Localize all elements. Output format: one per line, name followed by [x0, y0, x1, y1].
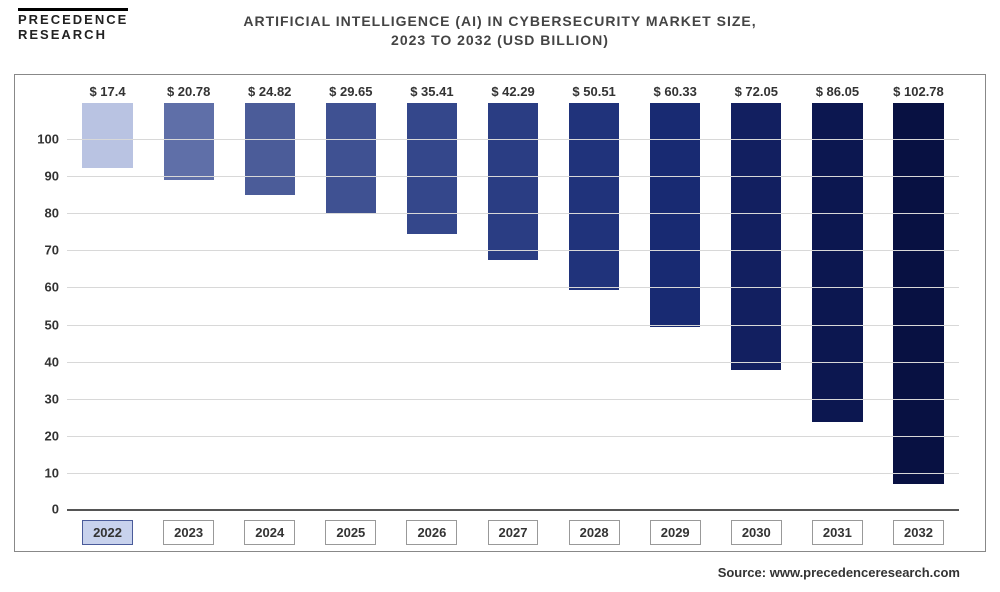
- bar-slot: $ 35.41: [391, 103, 472, 511]
- y-tick-label: 100: [37, 132, 67, 147]
- x-tick: 2032: [878, 520, 959, 545]
- bar-value-label: $ 17.4: [89, 84, 125, 103]
- x-tick-label: 2030: [731, 520, 782, 545]
- x-tick-label: 2022: [82, 520, 133, 545]
- x-tick-label: 2032: [893, 520, 944, 545]
- source-label: Source:: [718, 565, 766, 580]
- bar-value-label: $ 102.78: [893, 84, 944, 103]
- x-tick: 2024: [229, 520, 310, 545]
- bar-slot: $ 72.05: [716, 103, 797, 511]
- bar-slot: $ 29.65: [310, 103, 391, 511]
- x-tick-label: 2024: [244, 520, 295, 545]
- logo-line2: RESEARCH: [18, 28, 128, 43]
- chart-title: ARTIFICIAL INTELLIGENCE (AI) IN CYBERSEC…: [0, 0, 1000, 50]
- y-tick-label: 10: [45, 465, 67, 480]
- x-tick-label: 2025: [325, 520, 376, 545]
- chart-title-line2: 2023 TO 2032 (USD BILLION): [0, 31, 1000, 50]
- bar-slot: $ 42.29: [472, 103, 553, 511]
- gridline: 90: [67, 176, 959, 177]
- x-axis: 2022 2023 2024 2025 2026 2027 2028 2029 2030 2031…: [67, 520, 959, 545]
- bar: $ 17.4: [82, 103, 132, 168]
- x-tick-label: 2028: [569, 520, 620, 545]
- chart-frame: $ 17.4 $ 20.78 $ 24.82 $ 29.65 $ 35.41 $ 42.2…: [14, 74, 986, 552]
- x-tick: 2028: [554, 520, 635, 545]
- x-tick-label: 2023: [163, 520, 214, 545]
- bar: $ 50.51: [569, 103, 619, 290]
- bar-value-label: $ 86.05: [816, 84, 859, 103]
- gridline: 70: [67, 250, 959, 251]
- bar-value-label: $ 24.82: [248, 84, 291, 103]
- y-tick-label: 70: [45, 243, 67, 258]
- x-tick: 2027: [472, 520, 553, 545]
- x-tick: 2026: [391, 520, 472, 545]
- gridline: 100: [67, 139, 959, 140]
- y-tick-label: 20: [45, 428, 67, 443]
- bar: $ 102.78: [893, 103, 943, 484]
- x-tick-label: 2029: [650, 520, 701, 545]
- x-tick: 2025: [310, 520, 391, 545]
- bar: $ 72.05: [731, 103, 781, 370]
- bar-slot: $ 24.82: [229, 103, 310, 511]
- bar-value-label: $ 35.41: [410, 84, 453, 103]
- gridline: 80: [67, 213, 959, 214]
- gridline: 10: [67, 473, 959, 474]
- bar-value-label: $ 50.51: [572, 84, 615, 103]
- y-tick-label: 80: [45, 206, 67, 221]
- bar-value-label: $ 20.78: [167, 84, 210, 103]
- bar-value-label: $ 72.05: [735, 84, 778, 103]
- gridline: 20: [67, 436, 959, 437]
- bar: $ 42.29: [488, 103, 538, 260]
- bar-value-label: $ 29.65: [329, 84, 372, 103]
- bar-slot: $ 102.78: [878, 103, 959, 511]
- source-value: www.precedenceresearch.com: [770, 565, 960, 580]
- logo-line1: PRECEDENCE: [18, 13, 128, 28]
- gridline: 0: [67, 509, 959, 511]
- y-tick-label: 60: [45, 280, 67, 295]
- y-tick-label: 30: [45, 391, 67, 406]
- bar: $ 29.65: [326, 103, 376, 213]
- bar: $ 20.78: [164, 103, 214, 180]
- gridline: 60: [67, 287, 959, 288]
- x-tick: 2029: [635, 520, 716, 545]
- bar: $ 35.41: [407, 103, 457, 234]
- gridline: 50: [67, 325, 959, 326]
- y-tick-label: 40: [45, 354, 67, 369]
- x-tick: 2031: [797, 520, 878, 545]
- bar: $ 60.33: [650, 103, 700, 327]
- bar-slot: $ 86.05: [797, 103, 878, 511]
- bar-group: $ 17.4 $ 20.78 $ 24.82 $ 29.65 $ 35.41 $ 42.2…: [67, 103, 959, 511]
- source-attribution: Source: www.precedenceresearch.com: [718, 565, 960, 580]
- y-tick-label: 90: [45, 169, 67, 184]
- x-tick: 2030: [716, 520, 797, 545]
- x-tick: 2022: [67, 520, 148, 545]
- bar-slot: $ 20.78: [148, 103, 229, 511]
- brand-logo: PRECEDENCE RESEARCH: [18, 8, 128, 43]
- bar-slot: $ 50.51: [554, 103, 635, 511]
- bar-slot: $ 17.4: [67, 103, 148, 511]
- bar-slot: $ 60.33: [635, 103, 716, 511]
- x-tick-label: 2027: [488, 520, 539, 545]
- bar-value-label: $ 60.33: [654, 84, 697, 103]
- x-tick-label: 2031: [812, 520, 863, 545]
- y-tick-label: 50: [45, 317, 67, 332]
- x-tick-label: 2026: [406, 520, 457, 545]
- gridline: 30: [67, 399, 959, 400]
- y-tick-label: 0: [52, 502, 67, 517]
- bar: $ 86.05: [812, 103, 862, 422]
- gridline: 40: [67, 362, 959, 363]
- x-tick: 2023: [148, 520, 229, 545]
- chart-title-line1: ARTIFICIAL INTELLIGENCE (AI) IN CYBERSEC…: [0, 12, 1000, 31]
- bar-value-label: $ 42.29: [491, 84, 534, 103]
- bar: $ 24.82: [245, 103, 295, 195]
- plot-area: $ 17.4 $ 20.78 $ 24.82 $ 29.65 $ 35.41 $ 42.2…: [67, 103, 959, 511]
